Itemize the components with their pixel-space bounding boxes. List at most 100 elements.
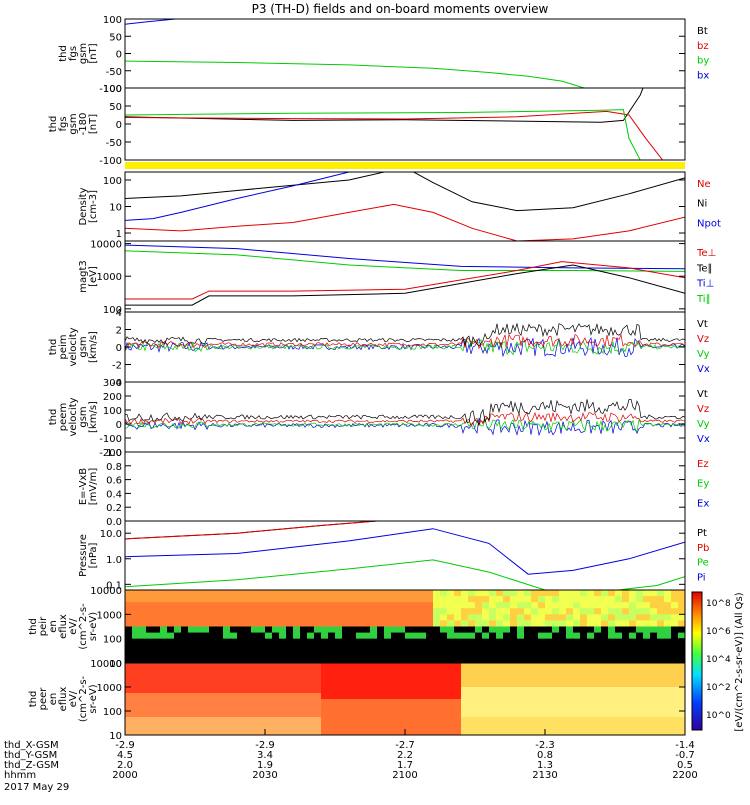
spectrogram-cell [244, 699, 252, 706]
spectrogram-cell [356, 663, 364, 670]
series-Ti⊥ [125, 244, 685, 270]
colorbar-tick: 10^8 [706, 599, 731, 609]
spectrogram-cell [482, 644, 490, 652]
spectrogram-cell [391, 675, 399, 682]
spectrogram-cell [377, 723, 385, 730]
spectrogram-cell [174, 614, 182, 622]
spectrogram-cell [580, 626, 588, 634]
spectrogram-cell [244, 602, 252, 609]
spectrogram-cell [678, 663, 685, 670]
spectrogram-cell [573, 693, 581, 700]
spectrogram-cell [671, 608, 679, 615]
spectrogram-cell [125, 644, 133, 652]
spectrogram-cell [363, 644, 371, 652]
spectrogram-cell [377, 717, 385, 724]
spectrogram-cell [678, 620, 685, 628]
spectrogram-cell [622, 693, 630, 700]
spectrogram-cell [314, 644, 322, 652]
spectrogram-cell [503, 644, 511, 652]
spectrogram-cell [475, 663, 483, 670]
x-tick-label: -2.3 [535, 740, 555, 751]
spectrogram-cell [370, 669, 378, 676]
spectrogram-cell [510, 626, 518, 634]
spectrogram-cell [153, 669, 161, 676]
spectrogram-cell [601, 650, 609, 658]
spectrogram-cell [286, 675, 294, 682]
spectrogram-cell [125, 590, 133, 597]
spectrogram-cell [671, 644, 679, 652]
spectrogram-cell [286, 711, 294, 718]
spectrogram-cell [447, 620, 455, 628]
spectrogram-cell [300, 711, 308, 718]
spectrogram-cell [230, 675, 238, 682]
series-Pe [125, 559, 685, 590]
spectrogram-cell [510, 644, 518, 652]
spectrogram-cell [503, 675, 511, 682]
spectrogram-cell [300, 656, 308, 663]
spectrogram-cell [293, 602, 301, 609]
spectrogram-cell [461, 620, 469, 628]
spectrogram-cell [272, 656, 280, 663]
spectrogram-cell [468, 656, 476, 663]
spectrogram-cell [587, 717, 595, 724]
y-axis-label: gsm [78, 336, 89, 357]
spectrogram-cell [293, 681, 301, 688]
spectrogram-cell [125, 687, 133, 694]
spectrogram-cell [636, 590, 644, 597]
colorbar: 10^810^610^410^210^0 [eV/(cm^2-s-sr-eV)] … [691, 591, 745, 732]
spectrogram-cell [237, 693, 245, 700]
spectrogram-cell [489, 711, 497, 718]
spectrogram-cell [433, 693, 441, 700]
spectrogram-cell [146, 705, 154, 712]
spectrogram-cell [139, 675, 147, 682]
spectrogram-cell [671, 681, 679, 688]
spectrogram-cell [195, 663, 203, 670]
spectrogram-cell [517, 693, 525, 700]
spectrogram-cell [174, 656, 182, 663]
spectrogram-cell [251, 596, 259, 603]
spectrogram-cell [216, 650, 224, 658]
legend-Vt: Vt [697, 319, 708, 330]
spectrogram-cell [671, 669, 679, 676]
spectrogram-cell [405, 717, 413, 724]
spectrogram-cell [293, 699, 301, 706]
spectrogram-cell [349, 602, 357, 609]
spectrogram-cell [132, 669, 140, 676]
spectrogram-cell [608, 711, 616, 718]
spectrogram-cell [272, 729, 280, 735]
spectrogram-cell [482, 602, 490, 609]
legend-Vx: Vx [697, 434, 710, 445]
spectrogram-cell [244, 596, 252, 603]
spectrogram-cell [440, 711, 448, 718]
spectrogram-cell [223, 644, 231, 652]
spectrogram-cell [650, 687, 658, 694]
spectrogram-cell [594, 596, 602, 603]
spectrogram-cell [251, 681, 259, 688]
spectrogram-cell [202, 669, 210, 676]
spectrogram-cell [524, 620, 532, 628]
spectrogram-cell [510, 656, 518, 663]
spectrogram-cell [328, 614, 336, 622]
spectrogram-cell [552, 656, 560, 663]
spectrogram-cell [426, 608, 434, 615]
spectrogram-cell [356, 644, 364, 652]
spectrogram-cell [328, 669, 336, 676]
spectrogram-cell [314, 669, 322, 676]
spectrogram-cell [482, 608, 490, 615]
spectrogram-cell [440, 608, 448, 615]
spectrogram-cell [174, 620, 182, 628]
spectrogram-cell [636, 632, 644, 640]
spectrogram-cell [559, 663, 567, 670]
spectrogram-cell [643, 693, 651, 700]
spectrogram-cell [559, 620, 567, 628]
spectrogram-cell [377, 681, 385, 688]
y-axis-label: [cm-3] [88, 190, 99, 223]
spectrogram-cell [671, 675, 679, 682]
y-tick-label: -100 [99, 84, 122, 95]
colorbar-label: [eV/(cm^2-s-sr-eV)] (All Qs) [734, 592, 745, 731]
spectrogram-cell [160, 656, 168, 663]
spectrogram-cell [643, 681, 651, 688]
series-bz [125, 110, 663, 160]
spectrogram-cell [608, 699, 616, 706]
spectrogram-cell [321, 729, 329, 735]
